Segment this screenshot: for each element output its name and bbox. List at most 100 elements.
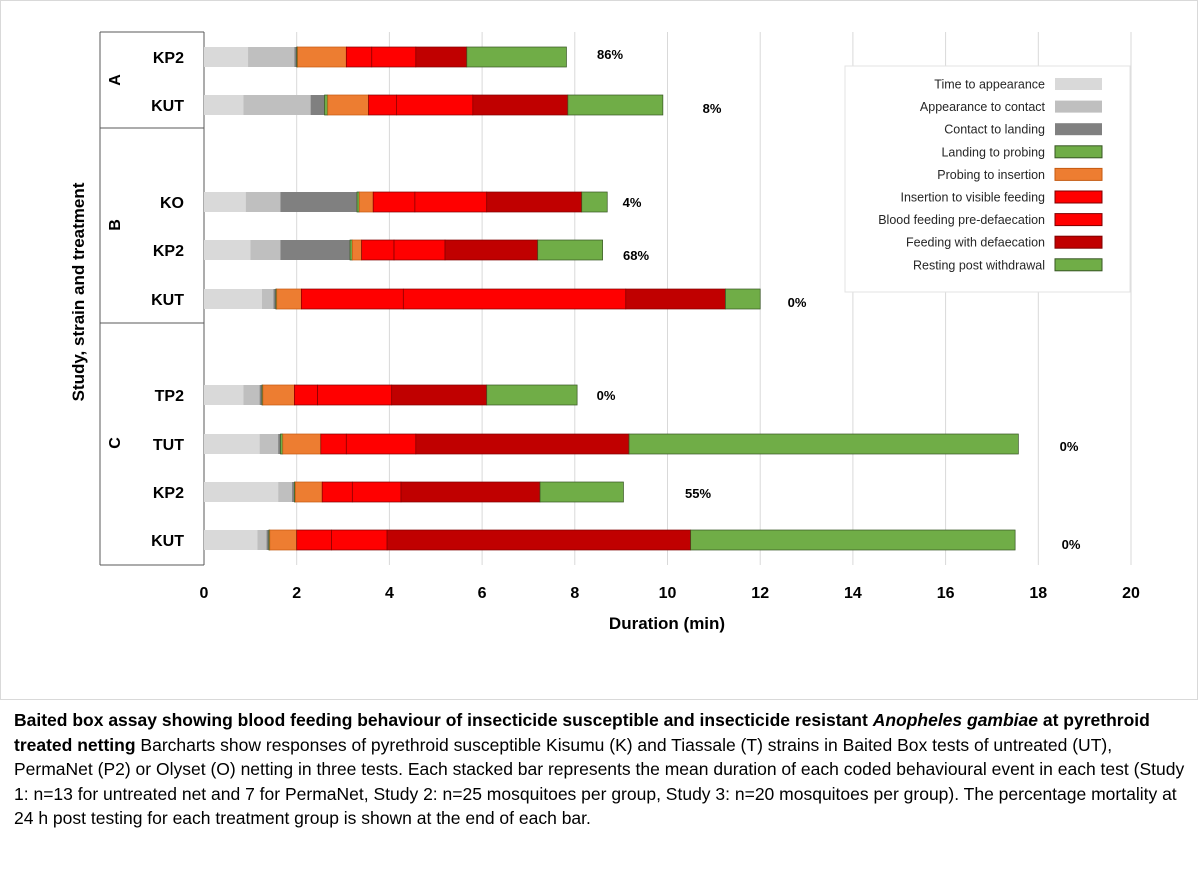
bar-segment (294, 384, 318, 406)
bar-segment (567, 94, 664, 116)
legend-label: Blood feeding pre-defaecation (878, 213, 1045, 227)
bar-segment (317, 384, 393, 406)
category-label: TP2 (155, 388, 184, 405)
bar-segment (257, 530, 267, 550)
bar-segment (331, 529, 388, 551)
bar-segment (259, 385, 262, 405)
bar-segment (361, 239, 395, 261)
legend: Time to appearance Appearance to contact C… (844, 65, 1131, 293)
figure-caption: Baited box assay showing blood feeding b… (14, 708, 1190, 831)
bar-segment (320, 433, 347, 455)
caption-title-end: at pyrethroid treated netting (14, 710, 1150, 755)
bar-segment (393, 239, 446, 261)
category-label: KP2 (153, 50, 184, 67)
bar-segment (204, 530, 258, 550)
bar-segment (292, 482, 295, 502)
bar-segment (351, 481, 402, 503)
bar-segment (415, 433, 630, 455)
bar-segment (345, 433, 417, 455)
bar-segment (280, 192, 357, 212)
mortality-label: 8% (703, 101, 722, 116)
mortality-label: 0% (597, 388, 616, 403)
figure-frame (0, 0, 1198, 700)
caption-species-name: Anopheles gambiae (872, 710, 1039, 730)
legend-label: Resting post withdrawal (913, 258, 1045, 272)
axes: 0 2 4 6 8 10 12 14 16 18 20 (99, 31, 1140, 602)
x-tick-label: 8 (570, 585, 579, 602)
bar-segment (321, 481, 353, 503)
legend-swatch (1054, 213, 1103, 227)
category-label: KO (160, 195, 184, 212)
mortality-label: 4% (623, 195, 642, 210)
bar-segment (297, 46, 347, 68)
bar-segment (204, 385, 244, 405)
bar-segment (324, 94, 329, 116)
bar-segment (204, 95, 244, 115)
x-tick-label: 16 (937, 585, 955, 602)
bar-segment (415, 46, 468, 68)
bar-segment (539, 481, 624, 503)
bar-segment (273, 289, 276, 309)
bar-segment (486, 384, 578, 406)
category-labels: A KP2 86% KUT 8% B KO 4% KP2 68% KUT 0% C TP2 0% TUT 0% K… (107, 47, 1081, 552)
mortality-label: 0% (1060, 439, 1079, 454)
legend-swatch (1054, 258, 1103, 272)
bar-segment (266, 530, 269, 550)
bar-segment (261, 289, 274, 309)
bar-segment (466, 46, 567, 68)
category-label: TUT (153, 437, 184, 454)
x-tick-label: 12 (751, 585, 769, 602)
legend-label: Time to appearance (934, 78, 1045, 92)
bar-segment (371, 46, 417, 68)
bar-segment (414, 191, 488, 213)
bar-segment (725, 288, 761, 310)
legend-label: Contact to landing (944, 123, 1045, 137)
bar-segment (345, 46, 373, 68)
bar-segment (386, 529, 692, 551)
category-label: KP2 (153, 485, 184, 502)
bar-segment (396, 94, 474, 116)
bar-segment (358, 191, 374, 213)
bar-segment (204, 47, 249, 67)
x-tick-label: 0 (200, 585, 209, 602)
mortality-label: 0% (1062, 537, 1081, 552)
bar-segment (444, 239, 539, 261)
category-label: KUT (151, 292, 184, 309)
bar-segment (245, 192, 281, 212)
legend-swatch (1054, 235, 1103, 249)
bar-segment (248, 47, 295, 67)
caption-body: Barcharts show responses of pyrethroid s… (14, 734, 1185, 829)
legend-swatch (1054, 190, 1103, 204)
mortality-label: 68% (623, 248, 649, 263)
legend-label: Insertion to visible feeding (900, 191, 1045, 205)
bar-segment (280, 240, 351, 260)
bar-segment (581, 191, 608, 213)
legend-swatch (1054, 167, 1103, 181)
bar-segment (243, 385, 260, 405)
stacked-bar-chart: 0 2 4 6 8 10 12 14 16 18 20 A KP2 86% KUT 8% B KO 4% KP2 68… (69, 31, 1140, 633)
x-tick-label: 6 (478, 585, 487, 602)
bar-segment (625, 288, 726, 310)
x-tick-label: 14 (844, 585, 862, 602)
category-label: KUT (151, 98, 184, 115)
bar-segment (486, 191, 583, 213)
mortality-label: 86% (597, 47, 623, 62)
bar-segment (204, 240, 251, 260)
group-label: A (107, 74, 124, 86)
bar-segment (250, 240, 281, 260)
bars (204, 46, 1019, 551)
bar-segment (690, 529, 1016, 551)
bar-segment (296, 529, 332, 551)
group-label: B (107, 219, 124, 231)
bar-segment (351, 239, 362, 261)
category-label: KUT (151, 533, 184, 550)
x-tick-label: 18 (1029, 585, 1047, 602)
bar-segment (204, 192, 246, 212)
y-axis-title: Study, strain and treatment (69, 182, 88, 401)
bar-segment (368, 94, 397, 116)
bar-segment (300, 288, 404, 310)
x-axis-title: Duration (min) (609, 614, 725, 633)
bar-segment (628, 433, 1019, 455)
caption-title-start: Baited box assay showing blood feeding b… (14, 710, 873, 730)
legend-label: Landing to probing (941, 145, 1045, 159)
